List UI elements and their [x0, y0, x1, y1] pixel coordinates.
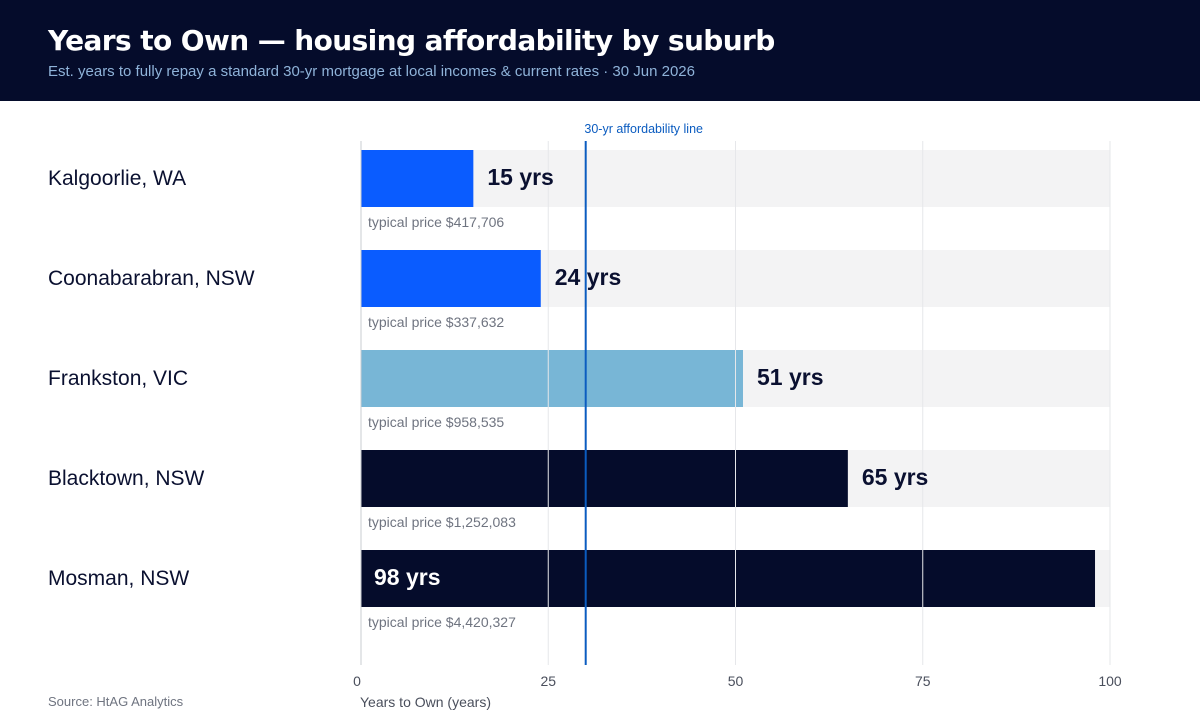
x-tick-label: 100: [1098, 673, 1122, 689]
bar-5[interactable]: [361, 550, 1096, 607]
typical-price-note: typical price $1,252,083: [368, 514, 516, 530]
bar-2[interactable]: [361, 250, 541, 307]
page-title: Years to Own — housing affordability by …: [48, 24, 775, 57]
category-label: Frankston, VIC: [48, 367, 188, 390]
category-label: Coonabarabran, NSW: [48, 267, 255, 290]
x-tick-label: 50: [728, 673, 744, 689]
data-label: 15 yrs: [487, 164, 554, 190]
typical-price-note: typical price $958,535: [368, 414, 504, 430]
typical-price-note: typical price $417,706: [368, 214, 504, 230]
category-label: Mosman, NSW: [48, 567, 189, 590]
source-note: Source: HtAG Analytics: [48, 694, 184, 709]
data-label: 65 yrs: [862, 464, 929, 490]
bar-1[interactable]: [361, 150, 474, 207]
bar-4[interactable]: [361, 450, 848, 507]
x-axis-label: Years to Own (years): [360, 694, 491, 710]
typical-price-note: typical price $337,632: [368, 314, 504, 330]
data-label: 98 yrs: [374, 564, 441, 590]
page-subtitle: Est. years to fully repay a standard 30-…: [48, 63, 695, 80]
bar-3[interactable]: [361, 350, 743, 407]
x-tick-label: 25: [540, 673, 556, 689]
bar-chart: 30-yr affordability line Kalgoorlie, WA 15…: [48, 122, 1122, 689]
category-label: Blacktown, NSW: [48, 467, 205, 490]
header: Years to Own — housing affordability by …: [0, 0, 1200, 101]
reference-line-label: 30-yr affordability line: [584, 122, 703, 136]
typical-price-note: typical price $4,420,327: [368, 614, 516, 630]
category-label: Kalgoorlie, WA: [48, 167, 186, 190]
data-label: 24 yrs: [555, 264, 622, 290]
x-tick-label: 75: [915, 673, 931, 689]
x-tick-label: 0: [353, 673, 361, 689]
data-label: 51 yrs: [757, 364, 824, 390]
